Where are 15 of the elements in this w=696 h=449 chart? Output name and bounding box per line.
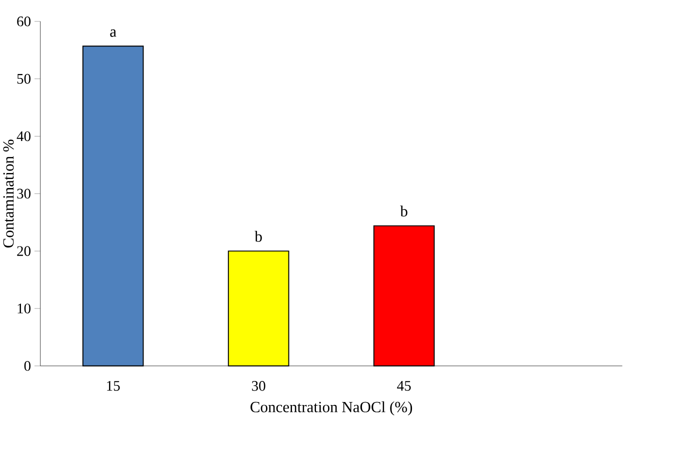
annotation: a bbox=[110, 30, 116, 38]
y-tick-label: 0 bbox=[24, 361, 31, 371]
y-tick-label: 20 bbox=[17, 246, 31, 256]
annotation: b bbox=[400, 206, 408, 217]
x-tick-label: 45 bbox=[397, 381, 411, 391]
y-tick-label: 30 bbox=[17, 188, 31, 199]
y-tick-label: 10 bbox=[18, 304, 31, 314]
y-tick-label: 60 bbox=[17, 16, 31, 26]
y-tick-label: 50 bbox=[17, 74, 31, 84]
x-tick-label: 15 bbox=[107, 381, 120, 391]
x-tick-label: 30 bbox=[252, 381, 266, 392]
y-tick-label: 40 bbox=[16, 132, 31, 142]
y-axis-title: Contamination % bbox=[3, 140, 14, 248]
x-axis-title: Concentration NaOCl (%) bbox=[250, 402, 412, 416]
annotation: b bbox=[254, 231, 262, 242]
